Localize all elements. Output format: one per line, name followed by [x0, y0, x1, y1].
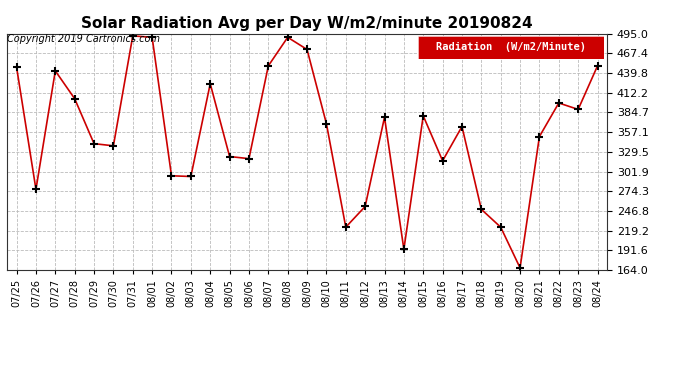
Title: Solar Radiation Avg per Day W/m2/minute 20190824: Solar Radiation Avg per Day W/m2/minute … [81, 16, 533, 31]
Text: Copyright 2019 Cartronics.com: Copyright 2019 Cartronics.com [7, 34, 160, 44]
